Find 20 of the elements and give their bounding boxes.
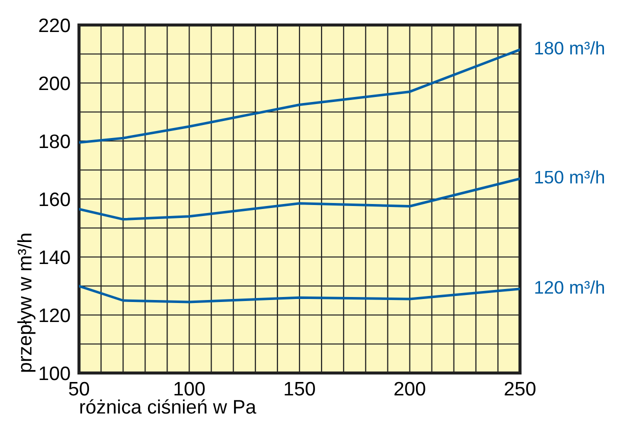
y-tick-label: 160 (40, 192, 70, 206)
series-label: 180 m³/h (535, 41, 604, 54)
y-axis-title: przepływ w m³/h (17, 234, 36, 372)
x-tick-label: 150 (284, 382, 315, 396)
y-tick-label: 200 (39, 76, 70, 90)
line-series (79, 177, 520, 221)
y-tick-label: 220 (39, 18, 70, 32)
series-label: 150 m³/h (535, 170, 604, 184)
y-tick-label: 120 (40, 308, 70, 322)
y-tick-label: 180 (40, 134, 70, 148)
y-tick-label: 140 (40, 250, 70, 264)
x-axis-title: różnica ciśnień w Pa (80, 399, 256, 414)
x-tick-label: 100 (174, 382, 205, 396)
line-series (79, 284, 520, 304)
line-series (79, 48, 520, 144)
x-tick-label: 250 (504, 382, 536, 396)
x-tick-label: 50 (68, 382, 90, 396)
y-tick-label: 100 (40, 366, 70, 380)
series-label: 120 m³/h (535, 280, 604, 294)
x-tick-label: 200 (394, 382, 426, 396)
